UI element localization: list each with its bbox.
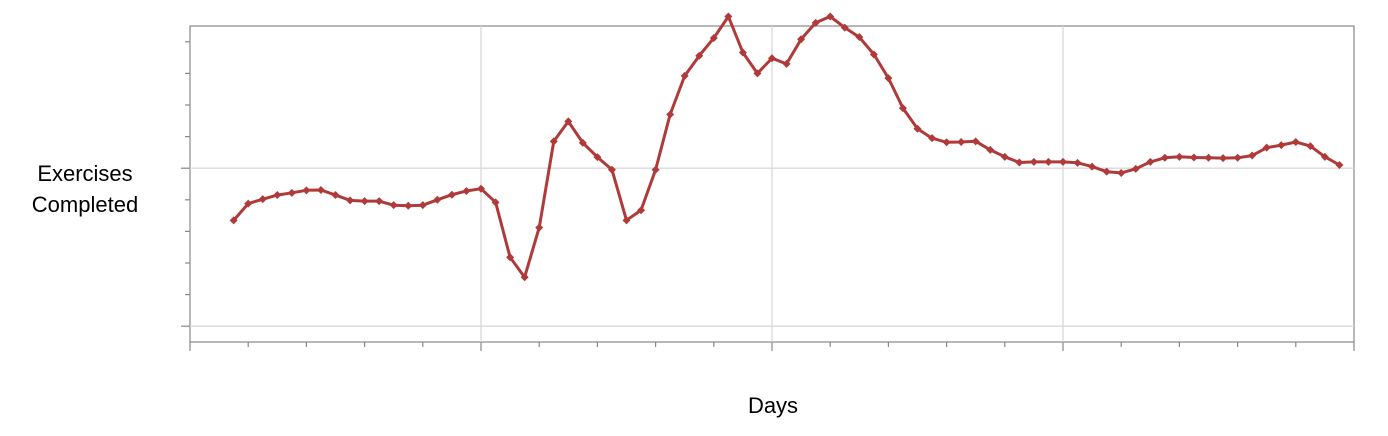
data-point — [404, 201, 413, 210]
data-point — [957, 137, 966, 146]
data-point — [564, 117, 573, 126]
data-point — [375, 197, 384, 206]
axis-ticks — [181, 41, 1355, 351]
data-point — [1291, 137, 1300, 146]
data-point — [229, 216, 238, 225]
data-point — [884, 74, 893, 83]
data-point — [637, 206, 646, 215]
data-point — [506, 253, 515, 262]
data-point — [287, 188, 296, 197]
data-point — [491, 198, 500, 207]
data-point — [1233, 153, 1242, 162]
data-point — [622, 216, 631, 225]
data-point — [346, 196, 355, 205]
x-axis-label: Days — [747, 393, 799, 418]
data-point — [549, 137, 558, 146]
data-point — [826, 12, 835, 21]
data-point — [1015, 158, 1024, 167]
data-point — [782, 59, 791, 68]
data-point — [316, 186, 325, 195]
data-point — [986, 145, 995, 154]
data-point — [1189, 153, 1198, 162]
data-point — [1219, 154, 1228, 163]
data-point — [855, 33, 864, 42]
data-point — [578, 138, 587, 147]
data-point — [680, 71, 689, 80]
data-point — [942, 138, 951, 147]
data-point — [1175, 152, 1184, 161]
data-point — [1131, 164, 1140, 173]
data-point — [1320, 152, 1329, 161]
data-point — [1088, 162, 1097, 171]
data-point — [273, 191, 282, 200]
series-layer — [229, 12, 1344, 282]
data-point — [447, 190, 456, 199]
data-point — [593, 153, 602, 162]
data-point — [1102, 167, 1111, 176]
data-point — [462, 186, 471, 195]
data-point — [244, 199, 253, 208]
data-point — [1306, 142, 1315, 151]
data-point — [477, 184, 485, 193]
data-point — [1059, 157, 1067, 166]
data-point — [738, 48, 747, 57]
data-point — [724, 12, 733, 21]
data-point — [797, 35, 806, 44]
data-point — [869, 50, 878, 59]
data-point — [331, 191, 340, 200]
data-point — [607, 165, 616, 174]
data-point — [1335, 161, 1344, 170]
data-point — [258, 195, 267, 204]
data-point — [389, 201, 398, 210]
data-point — [666, 110, 675, 119]
data-point — [928, 134, 937, 143]
data-point — [651, 165, 660, 174]
data-point — [433, 195, 442, 204]
data-point — [1277, 141, 1286, 150]
data-point — [360, 197, 369, 206]
data-point — [1117, 168, 1126, 177]
data-point — [1204, 153, 1213, 162]
data-point — [840, 23, 849, 32]
data-point — [971, 137, 980, 146]
data-point — [695, 51, 704, 60]
data-point — [811, 18, 820, 27]
data-point — [1262, 143, 1271, 152]
data-point — [1248, 151, 1257, 160]
data-point — [768, 54, 776, 63]
data-point — [753, 69, 762, 78]
data-point — [418, 201, 427, 210]
data-point — [1073, 158, 1082, 167]
data-point — [709, 34, 718, 43]
grid-lines — [190, 26, 1354, 342]
y-axis-label: Exercises Completed — [31, 161, 139, 217]
data-point — [1044, 157, 1053, 166]
data-point — [898, 104, 907, 113]
data-point — [520, 273, 529, 282]
data-point — [1000, 152, 1009, 161]
data-point — [535, 223, 544, 232]
data-point — [302, 186, 311, 195]
data-point — [1029, 157, 1038, 166]
data-point — [1146, 157, 1155, 166]
data-point — [913, 124, 922, 133]
data-point — [1160, 153, 1169, 162]
